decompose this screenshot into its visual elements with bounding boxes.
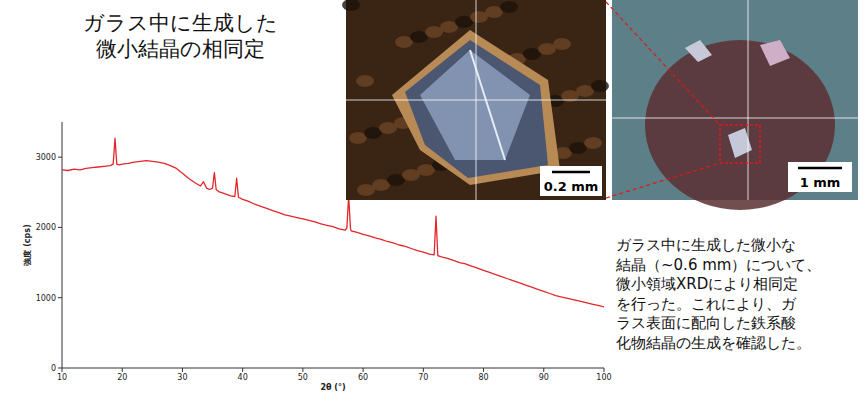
x-tick-label: 10: [57, 373, 67, 382]
y-tick-label: 2000: [36, 223, 56, 232]
zoom-link: [606, 2, 720, 125]
texture: [591, 80, 609, 92]
scale-box: [788, 162, 852, 192]
y-tick: [58, 227, 62, 228]
caption-line: 化物結晶の生成を確認した。: [616, 334, 811, 352]
photo-crystal: [342, 0, 609, 200]
x-tick: [302, 368, 303, 372]
slide-title: 微小結晶の相同定: [96, 37, 265, 61]
caption-line: ガラス中に生成した微小な: [616, 236, 796, 254]
caption-line: を行った。これにより、ガ: [616, 295, 797, 313]
photo-overview: [612, 0, 858, 210]
y-axis: [62, 122, 63, 368]
x-tick: [543, 368, 544, 372]
x-tick-label: 80: [478, 373, 488, 382]
x-tick-label: 90: [539, 373, 549, 382]
crystal-ridge: [470, 50, 505, 160]
x-tick: [483, 368, 484, 372]
y-tick: [58, 157, 62, 158]
zoom-link: [606, 163, 720, 198]
texture: [356, 75, 374, 87]
crystal: [405, 40, 548, 178]
y-axis-title: 強度 (cps): [22, 224, 32, 265]
y-tick: [58, 368, 62, 369]
x-tick-label: 70: [418, 373, 428, 382]
x-axis: [62, 368, 604, 369]
crystal: [728, 128, 752, 158]
x-tick: [62, 368, 63, 372]
crystal: [760, 40, 790, 66]
stage: 0 1000 2000 3000 10 20 30 40 50 60 70 80 90 100 2θ (°)…: [0, 0, 864, 394]
x-axis-title: 2θ (°): [320, 383, 345, 392]
x-tick: [604, 368, 605, 372]
scale-bar: [798, 167, 842, 170]
y-tick-label: 0: [51, 364, 56, 373]
photo-bg: [346, 0, 606, 200]
texture: [342, 0, 360, 11]
caption-line: 微小領域XRDにより相同定: [616, 275, 798, 293]
x-tick-label: 30: [177, 373, 187, 382]
texture: [553, 38, 571, 50]
zoom-box: [720, 125, 760, 163]
x-tick: [242, 368, 243, 372]
crosshair: [476, 0, 477, 200]
texture: [500, 1, 518, 13]
x-tick-label: 50: [298, 373, 308, 382]
caption-line: ラス表面に配向した鉄系酸: [616, 314, 796, 332]
y-tick: [58, 297, 62, 298]
crosshair: [612, 118, 858, 119]
y-tick-label: 1000: [36, 294, 56, 303]
x-tick: [363, 368, 364, 372]
x-tick-label: 60: [358, 373, 368, 382]
scale-bar: [552, 171, 590, 174]
x-tick-label: 40: [238, 373, 248, 382]
x-tick-label: 20: [117, 373, 127, 382]
scale-label: 1 mm: [800, 175, 841, 190]
scale-box: [540, 166, 602, 196]
x-tick-label: 100: [596, 373, 611, 382]
scale-label: 0.2 mm: [544, 179, 599, 194]
y-tick-label: 3000: [36, 153, 56, 162]
caption-line: 結晶（~0.6 mm）について、: [615, 256, 821, 274]
texture: [584, 137, 602, 149]
crystal-face: [420, 50, 530, 160]
x-tick: [423, 368, 424, 372]
crosshair: [748, 0, 749, 200]
crystal: [685, 40, 712, 62]
x-tick: [182, 368, 183, 372]
x-tick: [122, 368, 123, 372]
slide-title: ガラス中に生成した: [83, 11, 278, 35]
